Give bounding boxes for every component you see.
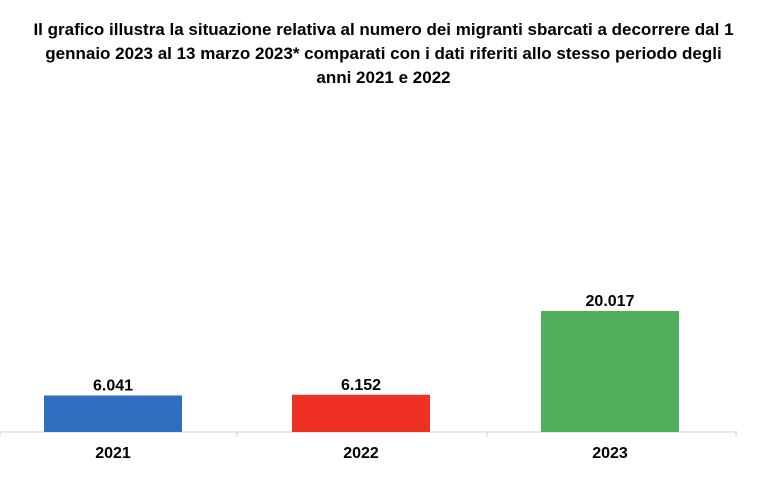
category-label-2021: 2021 bbox=[95, 445, 131, 462]
bar-2023 bbox=[541, 311, 679, 432]
value-label-2022: 6.152 bbox=[341, 377, 381, 394]
chart-title: Il grafico illustra la situazione relati… bbox=[0, 18, 767, 90]
category-label-2023: 2023 bbox=[592, 445, 628, 462]
value-label-2023: 20.017 bbox=[586, 293, 635, 310]
chart-title-line-2: gennaio 2023 al 13 marzo 2023* comparati… bbox=[45, 44, 722, 63]
bar-2021 bbox=[44, 395, 182, 432]
chart-title-line-3: anni 2021 e 2022 bbox=[316, 68, 451, 87]
value-label-2021: 6.041 bbox=[93, 377, 133, 394]
chart-title-line-1: Il grafico illustra la situazione relati… bbox=[33, 20, 734, 39]
bar-2022 bbox=[292, 394, 430, 432]
category-label-2022: 2022 bbox=[343, 445, 379, 462]
bars-group: 6.041 2021 6.152 2022 20.017 2023 bbox=[44, 293, 679, 462]
